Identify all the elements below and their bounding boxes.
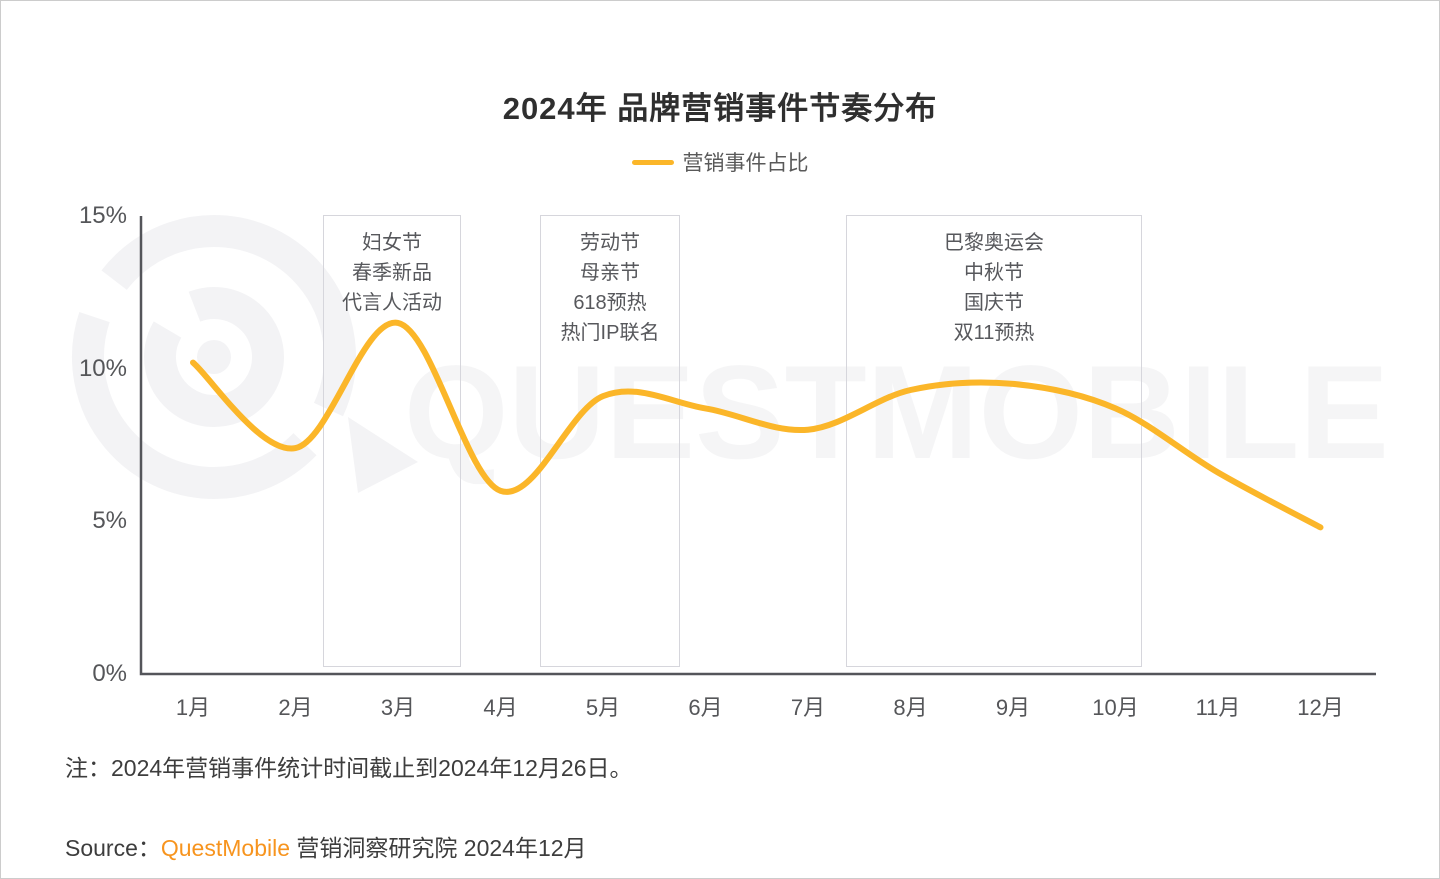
legend-label: 营销事件占比 — [682, 152, 809, 175]
annotation-line: 618预热 — [573, 292, 647, 314]
x-axis-month-label: 6月 — [688, 695, 723, 720]
annotation-line: 热门IP联名 — [560, 322, 660, 344]
x-axis-month-label: 2月 — [278, 695, 313, 720]
x-axis-month-label: 7月 — [790, 695, 826, 720]
y-axis-tick-label: 15% — [78, 202, 127, 229]
x-axis-month-label: 8月 — [893, 695, 928, 720]
annotation-line: 双11预热 — [953, 322, 1035, 344]
source-prefix: Source： — [65, 835, 161, 861]
x-axis-month-label: 1月 — [175, 695, 211, 720]
legend: 营销事件占比 — [1, 147, 1439, 177]
annotation-box-1: 妇女节春季新品代言人活动 — [323, 215, 461, 667]
annotation-box-2: 劳动节母亲节 618预热热门IP联名 — [540, 215, 680, 667]
y-axis-tick-label: 5% — [92, 507, 127, 535]
x-axis-month-label: 4月 — [483, 695, 518, 720]
annotation-line: 巴黎奥运会 — [944, 232, 1044, 254]
x-axis-month-label: 10月 — [1092, 695, 1139, 720]
source-brand: QuestMobile — [160, 835, 290, 861]
annotation-line: 国庆节 — [964, 292, 1024, 314]
source-line: Source：QuestMobile 营销洞察研究院 2024年12月 — [65, 829, 587, 863]
annotation-line: 劳动节 — [580, 232, 640, 254]
source-suffix: 营销洞察研究院 2024年12月 — [290, 835, 587, 861]
annotation-line: 中秋节 — [964, 262, 1024, 284]
annotation-line: 代言人活动 — [342, 292, 442, 314]
page-title: 2024年 品牌营销事件节奏分布 — [502, 91, 938, 126]
footnote: 注：2024年营销事件统计时间截止到2024年12月26日。 — [65, 755, 633, 781]
annotation-line: 春季新品 — [352, 262, 432, 284]
annotation-box-3: 巴黎奥运会中秋节国庆节双11预热 — [846, 215, 1142, 667]
y-axis-tick-label: 0% — [92, 660, 127, 687]
x-axis-month-label: 11月 — [1195, 695, 1241, 720]
legend-line-marker — [631, 159, 674, 165]
y-axis-tick-label: 10% — [78, 354, 127, 382]
x-axis-month-label: 5月 — [585, 695, 621, 720]
annotation-line: 母亲节 — [580, 262, 640, 284]
x-axis-month-label: 9月 — [995, 695, 1031, 720]
annotation-line: 妇女节 — [362, 232, 422, 254]
x-axis-month-label: 3月 — [380, 695, 416, 720]
x-axis-month-label: 12月 — [1297, 695, 1344, 720]
